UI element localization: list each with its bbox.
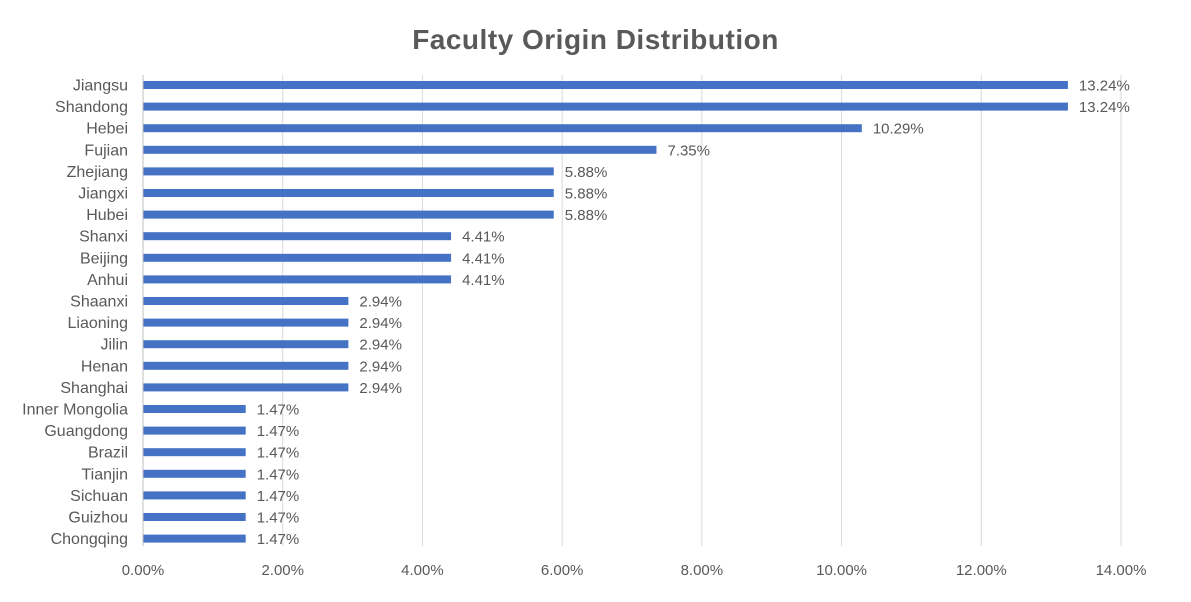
data-label-12: 2.94% [359,337,402,354]
x-tick-label-6: 12.00% [956,562,1007,579]
category-label-1: Shandong [55,99,128,116]
chart-title: Faculty Origin Distribution [412,24,779,55]
bar-1 [143,102,1068,111]
category-label-21: Chongqing [51,531,128,548]
x-tick-label-7: 14.00% [1096,562,1147,579]
bar-11 [143,318,349,327]
data-label-8: 4.41% [462,250,505,267]
bar-8 [143,253,452,262]
category-label-20: Guizhou [68,510,128,527]
x-tick-label-4: 8.00% [681,562,724,579]
bar-17 [143,448,246,457]
category-label-6: Hubei [86,207,128,224]
data-label-4: 5.88% [565,164,608,181]
x-tick-label-1: 2.00% [261,562,304,579]
category-label-7: Shanxi [79,229,128,246]
data-label-6: 5.88% [565,207,608,224]
data-label-5: 5.88% [565,186,608,203]
data-label-3: 7.35% [667,142,710,159]
category-label-17: Brazil [88,445,128,462]
category-label-11: Liaoning [68,315,129,332]
data-label-1: 13.24% [1079,99,1130,116]
data-label-10: 2.94% [359,294,402,311]
category-label-18: Tianjin [81,466,128,483]
bar-13 [143,361,349,370]
bars [143,81,1068,543]
bar-6 [143,210,554,219]
bar-3 [143,145,657,154]
bar-15 [143,405,246,413]
x-tick-label-2: 4.00% [401,562,444,579]
category-label-16: Guangdong [44,423,128,440]
category-label-9: Anhui [87,272,128,289]
bar-14 [143,383,349,392]
bar-19 [143,491,246,500]
data-label-14: 2.94% [359,380,402,397]
bar-18 [143,469,246,478]
category-label-5: Jiangxi [78,186,128,203]
category-label-4: Zhejiang [67,164,128,181]
data-label-13: 2.94% [359,358,402,375]
x-tick-label-5: 10.00% [816,562,867,579]
data-label-0: 13.24% [1079,78,1130,95]
data-label-9: 4.41% [462,272,505,289]
bar-2 [143,124,862,133]
data-label-7: 4.41% [462,229,505,246]
bar-10 [143,297,349,305]
category-label-2: Hebei [86,121,128,138]
data-label-15: 1.47% [257,402,300,419]
data-label-2: 10.29% [873,121,924,138]
bar-21 [143,534,246,543]
bar-5 [143,189,554,197]
labels: 0.00% 2.00% 4.00% 6.00% 8.00% 10.00% 12.00% 14.… [22,78,1146,580]
bar-16 [143,426,246,435]
data-label-19: 1.47% [257,488,300,505]
bar-12 [143,340,349,349]
category-label-15: Inner Mongolia [22,402,128,419]
bar-20 [143,513,246,521]
category-label-8: Beijing [80,250,128,267]
x-tick-label-3: 6.00% [541,562,584,579]
category-label-10: Shaanxi [70,294,128,311]
data-label-21: 1.47% [257,531,300,548]
bar-0 [143,81,1068,89]
category-label-19: Sichuan [70,488,128,505]
data-label-16: 1.47% [257,423,300,440]
category-label-13: Henan [81,358,128,375]
data-label-18: 1.47% [257,466,300,483]
bar-9 [143,275,452,284]
category-label-0: Jiangsu [73,78,128,95]
data-label-11: 2.94% [359,315,402,332]
category-label-14: Shanghai [60,380,128,397]
bar-7 [143,232,452,241]
x-tick-label-0: 0.00% [122,562,165,579]
data-label-20: 1.47% [257,510,300,527]
bar-4 [143,167,554,176]
category-label-12: Jilin [100,337,128,354]
category-label-3: Fujian [84,142,128,159]
data-label-17: 1.47% [257,445,300,462]
